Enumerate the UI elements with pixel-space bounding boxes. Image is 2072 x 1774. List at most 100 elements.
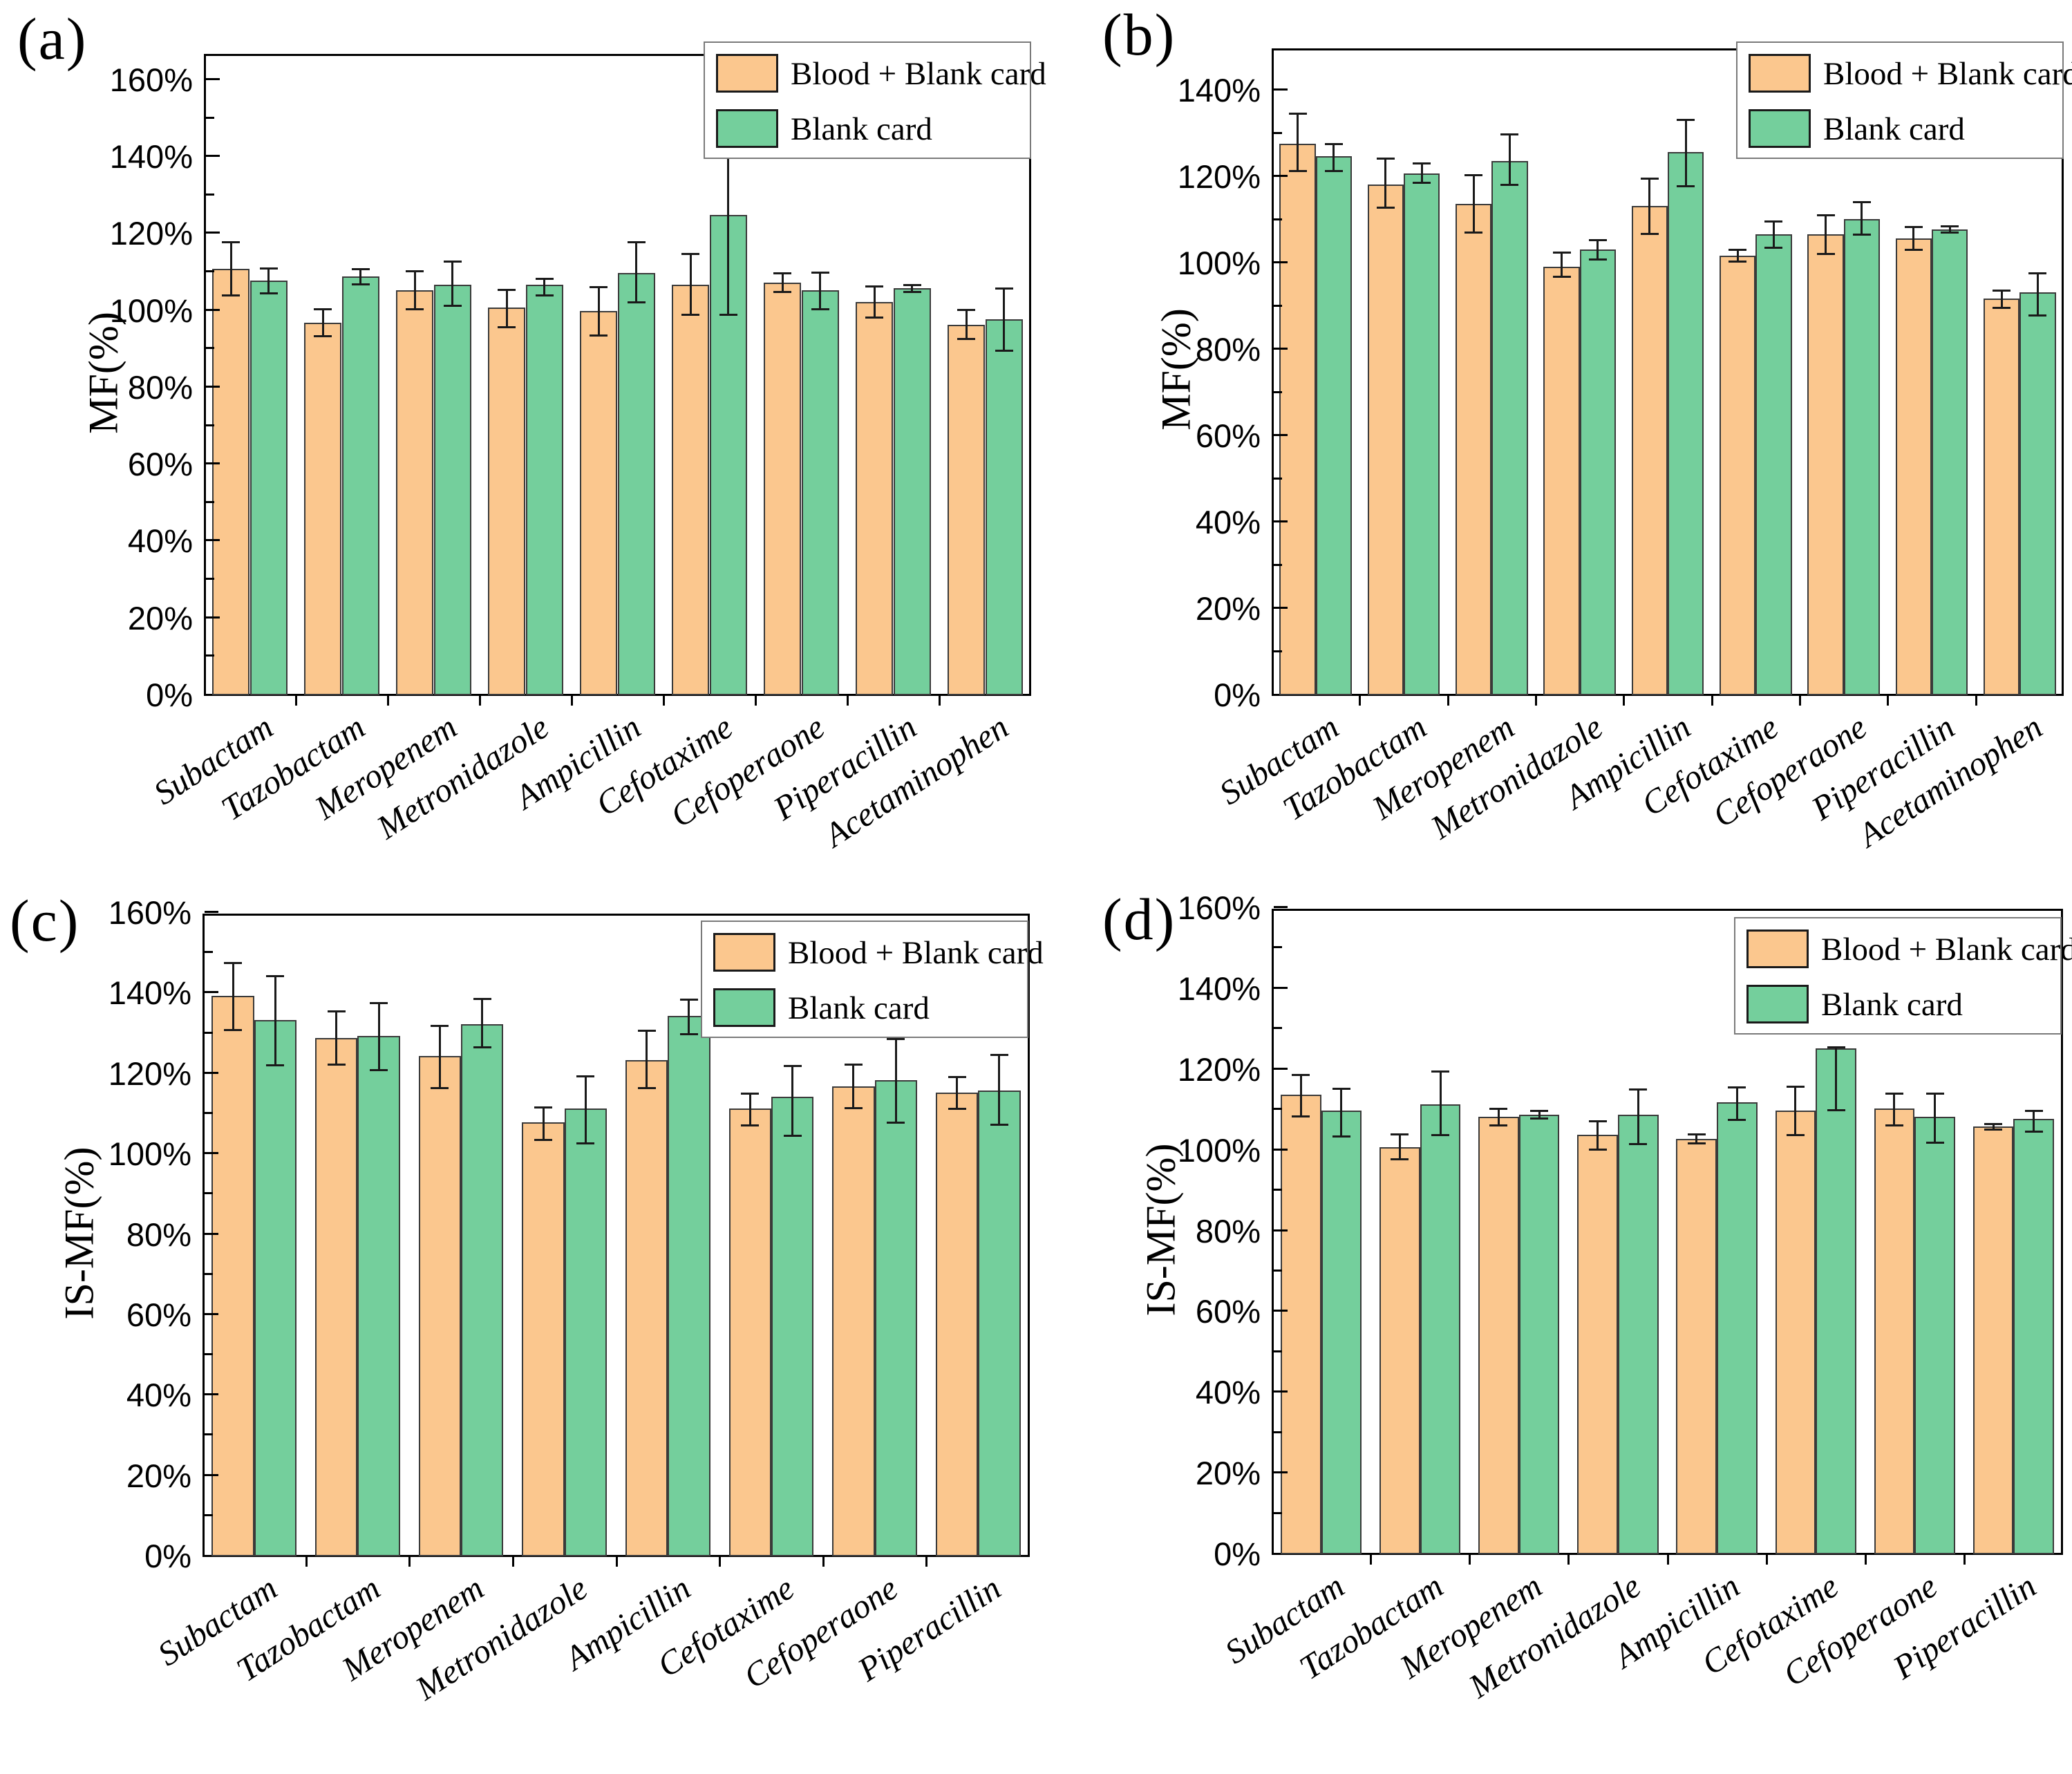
x-tick-b-2 [1447, 696, 1449, 706]
error-line-b-Tazobactam-s2 [1420, 163, 1423, 184]
error-cap-bottom-d-Tazobactam-s2 [1431, 1134, 1450, 1137]
error-cap-top-c-Cefotaxime-s1 [741, 1093, 760, 1095]
legend-swatch-b-s1 [1749, 54, 1811, 93]
y-minor-tick-b-10 [1274, 650, 1282, 652]
error-line-d-Cefotaxime-s2 [1835, 1046, 1838, 1111]
bar-a-Ampicillin-s2 [617, 272, 656, 695]
bar-c-Ampicillin-s2 [668, 1016, 710, 1556]
y-major-tick-b-80 [1274, 348, 1288, 350]
bar-b-Piperacillin-s1 [1895, 238, 1932, 695]
y-tick-label-c-60: 60% [126, 1296, 191, 1333]
error-cap-bottom-d-Cefotaxime-s2 [1827, 1109, 1845, 1112]
legend-entry-b-s2: Blank card [1737, 102, 2062, 158]
error-line-b-Cefotaxime-s2 [1772, 220, 1775, 248]
bar-b-Ampicillin-s1 [1631, 206, 1668, 695]
error-line-b-Subactam-s2 [1332, 143, 1335, 171]
error-cap-bottom-a-Piperacillin-s1 [865, 316, 884, 319]
error-cap-top-b-Piperacillin-s1 [1904, 226, 1923, 229]
bar-c-Metronidazole-s1 [522, 1122, 565, 1556]
error-cap-bottom-b-Ampicillin-s1 [1640, 232, 1659, 235]
y-major-tick-b-60 [1274, 434, 1288, 437]
x-tick-d-1 [1370, 1555, 1373, 1565]
error-cap-bottom-c-Tazobactam-s1 [327, 1063, 346, 1066]
bar-c-Ampicillin-s1 [625, 1060, 668, 1556]
y-tick-label-c-120: 120% [108, 1055, 191, 1092]
error-cap-top-c-Ampicillin-s1 [637, 1029, 656, 1032]
error-cap-bottom-d-Piperacillin-s1 [1984, 1129, 2003, 1131]
legend-entry-d-s1: Blood + Blank card [1735, 923, 2072, 978]
error-cap-top-b-Cefotaxime-s2 [1764, 220, 1783, 223]
error-cap-top-d-Cefoperaone-s2 [1925, 1092, 1944, 1095]
y-major-tick-c-120 [205, 1071, 218, 1074]
error-cap-bottom-c-Metronidazole-s2 [576, 1142, 595, 1144]
error-line-a-Acetaminophen-s2 [1003, 288, 1006, 351]
error-cap-bottom-a-Ampicillin-s1 [590, 334, 608, 337]
error-cap-top-b-Tazobactam-s2 [1413, 162, 1431, 165]
error-line-d-Subactam-s1 [1299, 1074, 1302, 1117]
error-cap-bottom-b-Subactam-s1 [1288, 170, 1307, 173]
error-cap-bottom-b-Piperacillin-s1 [1904, 248, 1923, 251]
error-line-b-Ampicillin-s1 [1648, 178, 1651, 234]
y-tick-label-b-120: 120% [1177, 158, 1261, 196]
bar-c-Cefoperaone-s2 [874, 1080, 917, 1556]
bar-b-Cefotaxime-s2 [1755, 234, 1792, 695]
y-tick-label-d-40: 40% [1195, 1374, 1261, 1411]
y-tick-label-a-140: 140% [109, 138, 193, 176]
error-line-c-Subactam-s1 [232, 962, 234, 1030]
bar-b-Acetaminophen-s2 [2019, 292, 2056, 695]
error-cap-bottom-d-Metronidazole-s2 [1629, 1143, 1648, 1146]
x-tick-c-6 [822, 1557, 825, 1567]
error-cap-top-b-Cefotaxime-s1 [1729, 248, 1747, 251]
legend-swatch-c-s2 [713, 988, 775, 1027]
x-tick-a-6 [755, 696, 757, 706]
y-tick-label-b-60: 60% [1195, 417, 1261, 455]
bar-c-Tazobactam-s2 [357, 1036, 400, 1556]
bar-d-Tazobactam-s2 [1420, 1104, 1461, 1554]
bar-a-Acetaminophen-s2 [985, 319, 1024, 695]
error-cap-bottom-b-Cefotaxime-s1 [1729, 261, 1747, 263]
error-line-d-Cefotaxime-s1 [1794, 1086, 1797, 1136]
y-tick-label-c-40: 40% [126, 1377, 191, 1414]
bar-a-Tazobactam-s1 [303, 323, 342, 695]
x-tick-a-7 [847, 696, 849, 706]
bar-b-Ampicillin-s2 [1668, 152, 1704, 695]
x-tick-a-5 [663, 696, 665, 706]
legend-d: Blood + Blank card Blank card [1734, 917, 2072, 1035]
error-line-a-Ampicillin-s1 [597, 287, 600, 336]
error-cap-top-c-Cefotaxime-s2 [783, 1064, 802, 1067]
bar-d-Ampicillin-s1 [1676, 1139, 1717, 1554]
bar-a-Acetaminophen-s1 [947, 324, 986, 695]
bar-c-Subactam-s2 [254, 1020, 297, 1556]
y-minor-tick-b-90 [1274, 304, 1282, 307]
y-tick-label-a-0: 0% [146, 677, 193, 713]
bar-c-Piperacillin-s2 [978, 1090, 1021, 1556]
error-cap-top-c-Meropenem-s2 [473, 998, 491, 1001]
y-major-tick-a-40 [206, 539, 220, 542]
error-cap-top-b-Piperacillin-s2 [1941, 225, 1959, 228]
error-line-b-Cefoperaone-s1 [1825, 214, 1827, 255]
error-cap-bottom-a-Metronidazole-s2 [535, 294, 554, 297]
legend-b: Blood + Blank card Blank card [1736, 41, 2072, 159]
error-line-a-Subactam-s1 [229, 242, 232, 296]
error-line-a-Meropenem-s1 [413, 271, 416, 310]
error-cap-top-a-Tazobactam-s2 [351, 268, 370, 271]
y-major-tick-c-140 [205, 991, 218, 994]
error-cap-bottom-d-Subactam-s2 [1332, 1135, 1350, 1138]
error-line-a-Metronidazole-s1 [505, 289, 508, 328]
error-cap-bottom-a-Tazobactam-s1 [314, 334, 332, 337]
error-line-b-Tazobactam-s1 [1384, 158, 1387, 209]
error-line-c-Ampicillin-s1 [646, 1030, 648, 1088]
bar-d-Cefotaxime-s1 [1775, 1111, 1816, 1554]
error-cap-bottom-c-Piperacillin-s1 [948, 1107, 966, 1110]
y-tick-label-c-100: 100% [108, 1135, 191, 1173]
y-major-tick-a-160 [206, 77, 220, 80]
error-line-a-Meropenem-s2 [451, 261, 454, 306]
y-major-tick-a-120 [206, 232, 220, 234]
legend-swatch-c-s1 [713, 933, 775, 972]
y-minor-tick-d-90 [1274, 1189, 1282, 1191]
bar-c-Cefotaxime-s1 [728, 1108, 771, 1556]
y-major-tick-d-100 [1274, 1148, 1288, 1151]
bar-c-Piperacillin-s1 [935, 1092, 979, 1556]
legend-entry-c-s2: Blank card [702, 981, 1027, 1037]
y-major-tick-a-100 [206, 308, 220, 311]
